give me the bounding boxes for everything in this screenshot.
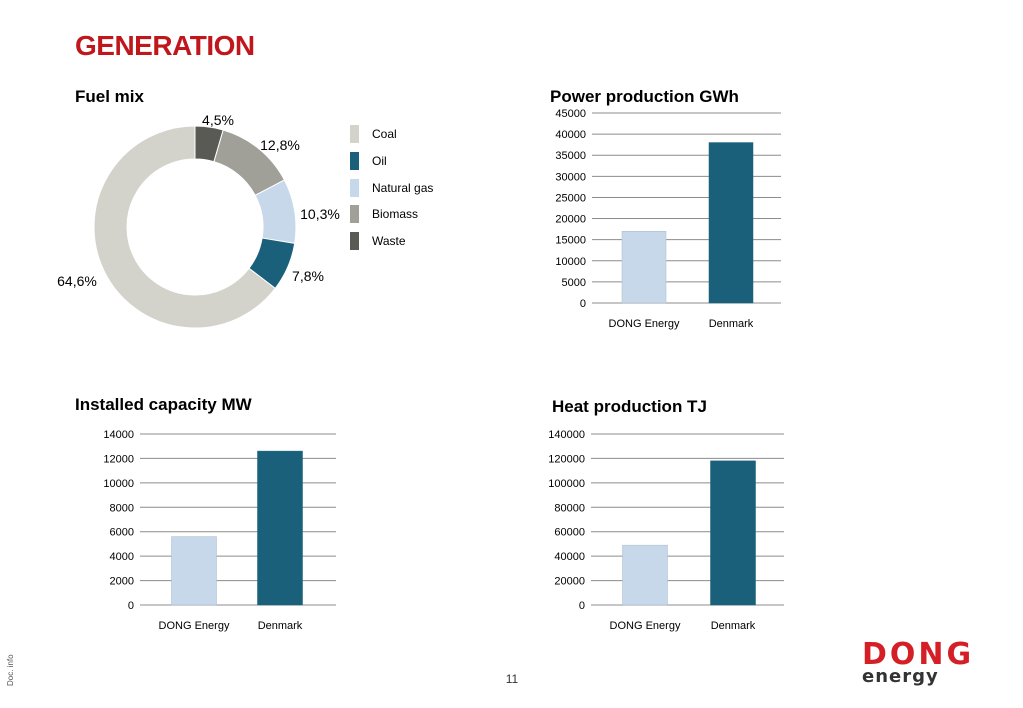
x-category-label-denmark: Denmark [711,620,756,632]
y-tick-label: 10000 [103,478,134,490]
y-tick-label: 45000 [555,108,586,120]
y-tick-label: 15000 [555,235,586,247]
y-tick-label: 6000 [110,527,134,539]
legend-label-biomass: Biomass [372,207,419,222]
bar-denmark [710,460,756,606]
legend-swatch-biomass [350,205,359,224]
legend-swatch-oil [350,151,359,170]
donut-label-waste: 4,5% [202,112,234,128]
x-category-label-dong-energy: DONG Energy [609,318,680,330]
y-tick-label: 30000 [555,171,586,183]
legend-label-natural-gas: Natural gas [372,180,434,195]
bar-dong-energy [171,536,217,606]
legend-label-coal: Coal [372,127,397,141]
x-category-label-denmark: Denmark [709,318,754,330]
legend-label-oil: Oil [372,153,387,168]
page-number: 11 [505,672,519,686]
power-production-bar-chart: 0 5000 10000 15000 20000 25000 30000 35000 40000… [555,108,781,330]
donut-label-oil: 7,8% [292,268,324,284]
donut-label-natural-gas: 10,3% [300,206,340,222]
donut-slice-coal [93,125,276,329]
y-tick-label: 140000 [548,429,585,441]
power-production-title: Power production GWh [550,87,739,106]
heat-production-title: Heat production TJ [552,397,707,416]
y-tick-label: 14000 [103,429,134,441]
legend-swatch-natural-gas [350,178,359,197]
fuel-mix-donut-chart: 4,5% 12,8% 10,3% 7,8% 64,6% [57,112,340,329]
y-tick-label: 20000 [555,214,586,226]
donut-label-biomass: 12,8% [260,137,300,153]
y-tick-label: 40000 [554,551,585,563]
donut-label-coal: 64,6% [57,273,97,289]
legend-label-waste: Waste [372,234,406,248]
y-tick-label: 2000 [110,576,134,588]
fuel-mix-legend: Coal Oil Natural gas Biomass Waste [350,125,470,265]
legend-swatch-coal [350,125,359,143]
bar-dong-energy [622,544,668,606]
installed-capacity-title: Installed capacity MW [75,395,252,414]
y-tick-label: 40000 [555,129,586,141]
dong-energy-logo: DONG energy [862,640,974,686]
y-tick-label: 0 [580,298,586,310]
y-tick-label: 120000 [548,453,585,465]
x-category-label-dong-energy: DONG Energy [610,620,681,632]
bar-denmark [257,450,303,606]
page-title: GENERATION [75,30,255,61]
bar-denmark [708,142,754,304]
bar-dong-energy [621,230,667,304]
y-tick-label: 0 [579,600,585,612]
y-tick-label: 0 [128,600,134,612]
logo-wordmark-energy: energy [862,666,939,687]
y-tick-label: 60000 [554,527,585,539]
y-tick-label: 100000 [548,478,585,490]
legend-swatch-waste [350,232,359,250]
logo-wordmark-dong: DONG [862,637,975,672]
y-tick-label: 25000 [555,192,586,204]
y-tick-label: 10000 [555,256,586,268]
fuel-mix-title: Fuel mix [75,87,144,106]
y-tick-label: 4000 [110,551,134,563]
y-tick-label: 80000 [554,502,585,514]
x-category-label-dong-energy: DONG Energy [159,620,230,632]
y-tick-label: 35000 [555,150,586,162]
y-tick-label: 8000 [110,502,134,514]
installed-capacity-bar-chart: 0 2000 4000 6000 8000 10000 12000 14000 DONG Ene… [103,429,336,632]
heat-production-bar-chart: 0 20000 40000 60000 80000 100000 120000 140000 D… [548,429,784,632]
doc-info-label: Doc. info [6,654,15,686]
y-tick-label: 20000 [554,576,585,588]
y-tick-label: 12000 [103,453,134,465]
y-tick-label: 5000 [562,277,586,289]
x-category-label-denmark: Denmark [258,620,303,632]
